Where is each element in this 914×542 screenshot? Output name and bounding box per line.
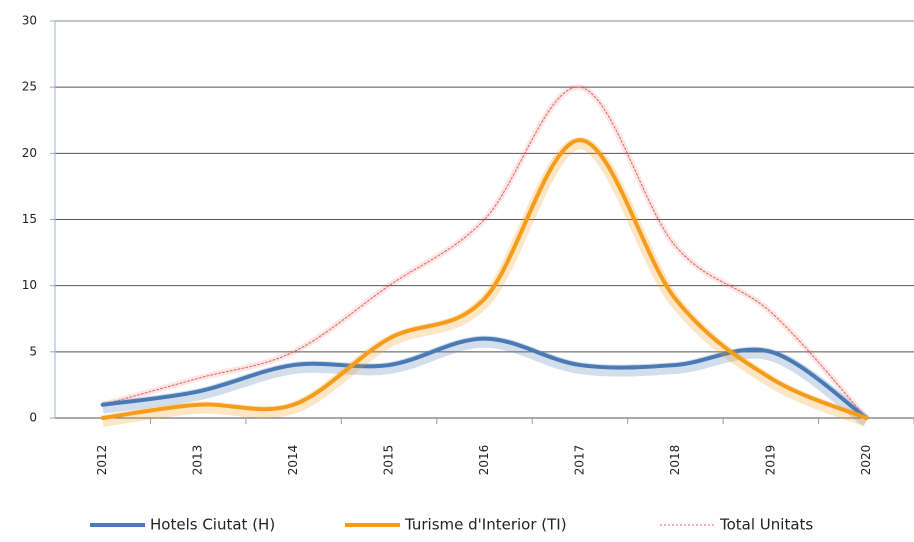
legend-label: Turisme d'Interior (TI) bbox=[404, 516, 567, 534]
x-tick-label: 2015 bbox=[382, 445, 396, 476]
x-tick-label: 2017 bbox=[572, 445, 586, 476]
legend: Hotels Ciutat (H) Turisme d'Interior (TI)… bbox=[90, 516, 813, 534]
y-tick-label: 15 bbox=[22, 212, 37, 226]
x-tick-label: 2016 bbox=[477, 445, 491, 476]
y-tick-label: 25 bbox=[22, 80, 37, 94]
y-tick-label: 5 bbox=[29, 344, 37, 358]
x-tick-label: 2014 bbox=[286, 445, 300, 476]
line-glow bbox=[101, 137, 869, 427]
series-line bbox=[100, 336, 869, 420]
legend-label: Total Unitats bbox=[719, 516, 813, 534]
x-tick-label: 2020 bbox=[859, 445, 873, 476]
y-tick-label: 30 bbox=[22, 14, 37, 28]
x-tick-label: 2019 bbox=[763, 445, 777, 476]
x-tick-label: 2013 bbox=[191, 445, 205, 476]
line-glow bbox=[101, 335, 870, 426]
series-line bbox=[102, 86, 867, 419]
y-tick-label: 10 bbox=[22, 278, 37, 292]
y-tick-label: 0 bbox=[29, 411, 37, 425]
legend-label: Hotels Ciutat (H) bbox=[150, 516, 275, 534]
x-tick-label: 2018 bbox=[668, 445, 682, 476]
x-tick-label: 2012 bbox=[95, 445, 109, 476]
series-line bbox=[100, 138, 869, 420]
y-tick-label: 20 bbox=[22, 146, 37, 160]
